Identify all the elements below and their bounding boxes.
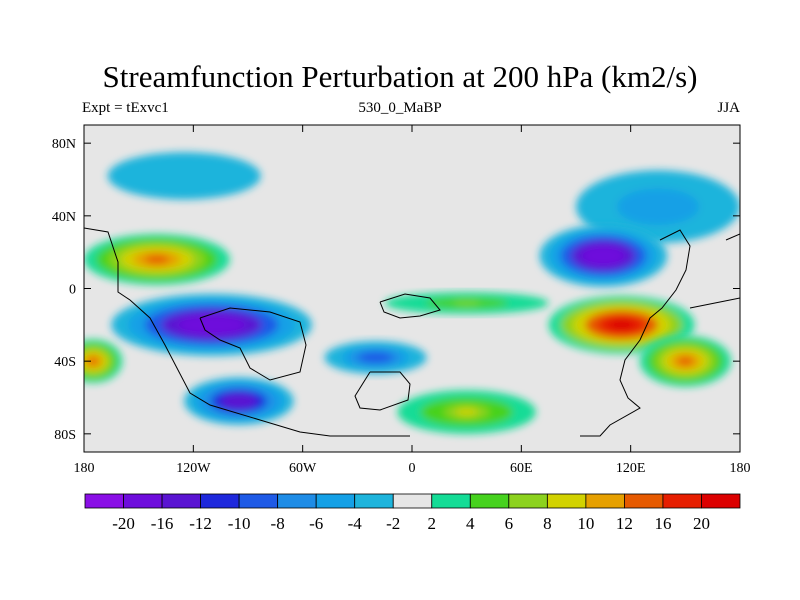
colorbar-swatch <box>354 493 394 509</box>
x-tick-label: 120E <box>616 461 646 476</box>
chart-title: Streamfunction Perturbation at 200 hPa (… <box>102 59 698 94</box>
colorbar-swatch <box>431 493 471 509</box>
colorbar-label: 4 <box>466 514 475 533</box>
field-indo-pacific-positive <box>548 295 695 354</box>
x-tick-label: 60W <box>289 461 317 476</box>
colorbar-label: -10 <box>228 514 251 533</box>
y-tick-label: 40S <box>54 355 76 370</box>
field-north-pacific-negative <box>107 152 261 200</box>
field-level <box>229 397 248 406</box>
field-asia-negative <box>539 224 668 287</box>
field-level <box>677 356 693 366</box>
colorbar-swatch <box>508 493 548 509</box>
colorbar-label: 6 <box>505 514 514 533</box>
field-south-atlantic-negative <box>324 341 427 374</box>
x-tick-label: 180 <box>730 461 751 476</box>
colorbar-label: -20 <box>112 514 135 533</box>
x-axis: 180 120W 60W 0 60E 120E 180 <box>74 125 751 476</box>
colorbar-swatch <box>701 493 741 509</box>
colorbar-label: 10 <box>577 514 594 533</box>
colorbar-swatch <box>546 493 587 509</box>
coastlines <box>84 227 740 437</box>
colorbar-swatch <box>123 493 163 509</box>
colorbar-label: -16 <box>151 514 174 533</box>
contour-fields <box>84 152 740 434</box>
colorbar-label: 2 <box>428 514 437 533</box>
colorbar-label: 12 <box>616 514 633 533</box>
x-tick-label: 180 <box>74 461 95 476</box>
field-level <box>455 408 479 416</box>
field-southern-ocean-positive <box>397 390 536 434</box>
colorbar-label: -8 <box>271 514 285 533</box>
field-australia-positive <box>639 335 731 387</box>
colorbar-swatch <box>161 493 201 509</box>
colorbar-swatch <box>200 493 240 509</box>
field-nw-pacific-negative <box>576 170 740 244</box>
field-level <box>453 301 481 305</box>
field-level <box>644 200 672 213</box>
colorbar-label: -12 <box>189 514 212 533</box>
y-tick-label: 0 <box>69 283 76 298</box>
field-level <box>367 354 385 361</box>
colorbar-swatch <box>624 493 664 509</box>
field-level <box>171 171 197 180</box>
colorbar-label: -4 <box>348 514 363 533</box>
colorbar-swatch <box>392 493 433 509</box>
field-level <box>88 357 98 365</box>
colorbar-swatch <box>585 493 625 509</box>
colorbar-label: -2 <box>386 514 400 533</box>
colorbar-swatch <box>84 493 124 509</box>
colorbar-swatch <box>469 493 510 509</box>
field-level <box>194 319 229 330</box>
field-equatorial-atlantic-positive <box>384 292 549 314</box>
colorbar: -20 -16 -12 -10 -8 -6 -4 -2 2 4 6 8 10 12 16 20 <box>84 493 741 533</box>
field-north-central-pacific-positive <box>84 233 230 285</box>
colorbar-label: 16 <box>654 514 671 533</box>
season-label: JJA <box>717 100 740 116</box>
colorbar-swatch <box>238 493 279 509</box>
field-level <box>592 250 614 261</box>
y-tick-label: 80N <box>52 137 76 152</box>
y-axis: 80N 40N 0 40S 80S <box>52 137 740 443</box>
field-sw-pacific-negative <box>184 377 294 425</box>
x-tick-label: 60E <box>510 461 533 476</box>
colorbar-label: 8 <box>543 514 552 533</box>
x-tick-label: 120W <box>176 461 211 476</box>
y-tick-label: 40N <box>52 210 76 225</box>
field-south-pacific-negative <box>111 293 312 356</box>
field-level <box>609 319 634 330</box>
colorbar-label: 20 <box>693 514 710 533</box>
y-tick-label: 80S <box>54 428 76 443</box>
experiment-label: Expt = tExvc1 <box>82 100 169 116</box>
field-level <box>144 255 170 264</box>
field-dateline-south-positive <box>84 339 123 383</box>
colorbar-swatch <box>662 493 702 509</box>
time-label: 530_0_MaBP <box>358 100 442 116</box>
x-tick-label: 0 <box>409 461 416 476</box>
colorbar-swatch <box>277 493 317 509</box>
colorbar-label: -6 <box>309 514 323 533</box>
colorbar-swatch <box>315 493 356 509</box>
